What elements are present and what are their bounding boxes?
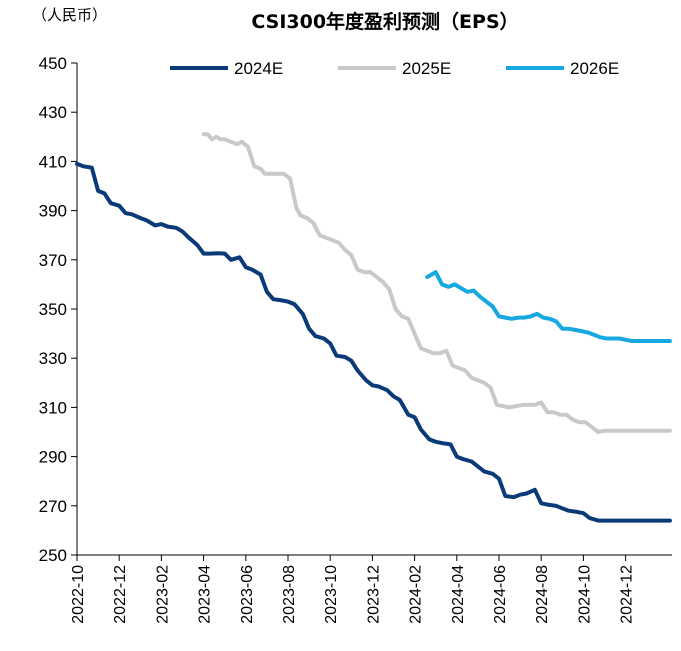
y-tick-label: 430	[39, 103, 67, 122]
y-tick-label: 410	[39, 152, 67, 171]
x-tick-label: 2023-10	[323, 565, 340, 624]
legend-label-2026E: 2026E	[570, 59, 619, 78]
x-tick-label: 2023-04	[197, 565, 214, 624]
y-axis: 250 270 290 310 330 350 370 390 410 430 450	[39, 54, 78, 565]
x-tick-label: 2024-08	[534, 565, 551, 624]
unit-label: （人民币）	[32, 6, 107, 24]
x-tick-label: 2024-02	[408, 565, 425, 624]
x-tick-label: 2024-10	[576, 565, 593, 624]
series-lines	[75, 132, 672, 523]
legend-label-2024E: 2024E	[234, 59, 283, 78]
x-tick-label: 2022-10	[70, 565, 87, 624]
x-tick-label: 2023-02	[154, 565, 171, 624]
x-tick-label: 2022-12	[112, 565, 129, 624]
y-tick-label: 270	[39, 497, 67, 516]
x-tick-label: 2023-12	[365, 565, 382, 624]
y-tick-label: 250	[39, 546, 67, 565]
x-tick-label: 2023-08	[281, 565, 298, 624]
x-tick-label: 2024-12	[619, 565, 636, 624]
series-line-2024E	[75, 161, 672, 523]
y-tick-label: 350	[39, 300, 67, 319]
x-axis: 2022-10 2022-12 2023-02 2023-04 2023-06 2023-…	[70, 554, 672, 624]
y-tick-label: 310	[39, 398, 67, 417]
x-tick-label: 2024-04	[450, 565, 467, 624]
series-line-2025E	[201, 132, 672, 434]
y-tick-label: 390	[39, 202, 67, 221]
y-tick-label: 330	[39, 349, 67, 368]
legend-label-2025E: 2025E	[402, 59, 451, 78]
y-tick-label: 450	[39, 54, 67, 73]
legend: 2024E 2025E 2026E	[170, 59, 619, 78]
chart-title: CSI300年度盈利预测（EPS）	[251, 10, 518, 33]
x-tick-label: 2024-06	[492, 565, 509, 624]
y-tick-label: 370	[39, 251, 67, 270]
series-line-2026E	[425, 270, 672, 343]
x-tick-label: 2023-06	[239, 565, 256, 624]
y-tick-label: 290	[39, 448, 67, 467]
